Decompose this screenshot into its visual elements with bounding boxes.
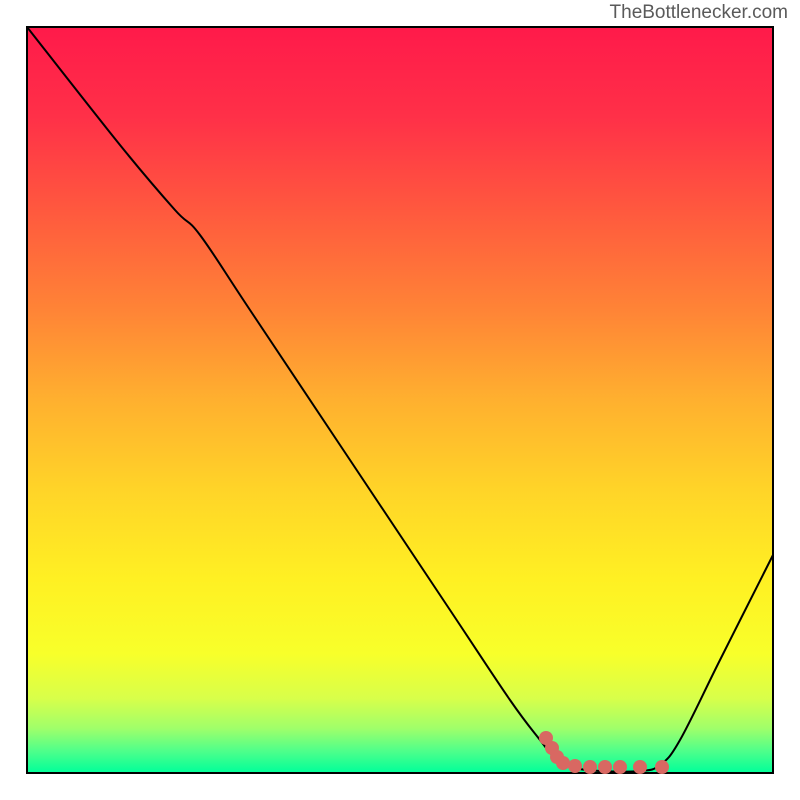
watermark-text: TheBottlenecker.com — [610, 2, 788, 24]
marker-dot — [556, 756, 570, 770]
marker-dot — [613, 760, 627, 774]
chart-canvas — [0, 0, 800, 800]
marker-dot — [655, 760, 669, 774]
chart-background — [27, 27, 773, 773]
marker-dot — [598, 760, 612, 774]
marker-dot — [583, 760, 597, 774]
marker-dot — [568, 759, 582, 773]
marker-dot — [633, 760, 647, 774]
